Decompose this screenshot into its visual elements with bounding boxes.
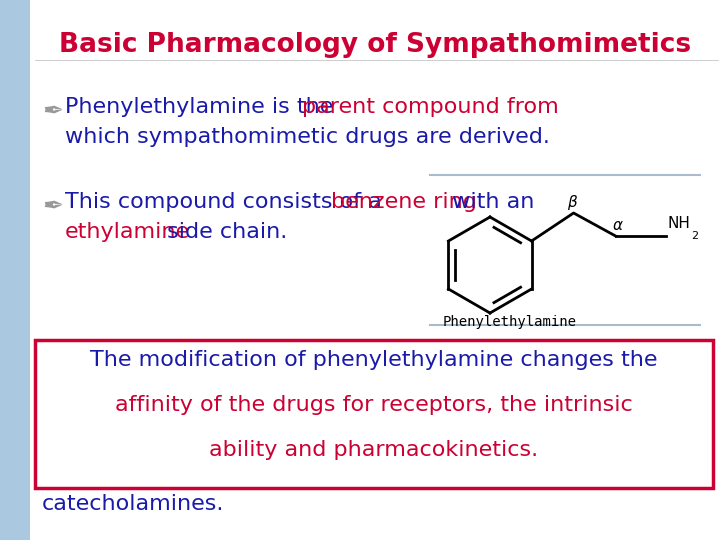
Text: The modification of phenylethylamine changes the: The modification of phenylethylamine cha… <box>90 350 658 370</box>
Text: ethylamine: ethylamine <box>65 222 190 242</box>
Text: ability and pharmacokinetics.: ability and pharmacokinetics. <box>210 440 539 460</box>
Text: Phenylethylamine is the: Phenylethylamine is the <box>65 97 341 117</box>
Text: catecholamines.: catecholamines. <box>42 494 225 514</box>
Bar <box>35 340 713 488</box>
Text: Phenylethylamine: Phenylethylamine <box>443 315 577 329</box>
Text: benzene ring: benzene ring <box>331 192 477 212</box>
Bar <box>0 0 30 540</box>
Text: side chain.: side chain. <box>160 222 287 242</box>
Text: β: β <box>567 195 577 210</box>
Text: α: α <box>613 218 623 233</box>
Text: This compound consists of a: This compound consists of a <box>65 192 389 212</box>
Text: NH: NH <box>667 216 690 231</box>
Text: affinity of the drugs for receptors, the intrinsic: affinity of the drugs for receptors, the… <box>115 395 633 415</box>
Text: 2: 2 <box>692 231 698 241</box>
Text: parent compound from: parent compound from <box>302 97 559 117</box>
Text: ✒: ✒ <box>42 195 63 219</box>
Text: ✒: ✒ <box>42 100 63 124</box>
Text: which sympathomimetic drugs are derived.: which sympathomimetic drugs are derived. <box>65 127 550 147</box>
Text: with an: with an <box>445 192 534 212</box>
Text: Basic Pharmacology of Sympathomimetics: Basic Pharmacology of Sympathomimetics <box>59 32 691 58</box>
